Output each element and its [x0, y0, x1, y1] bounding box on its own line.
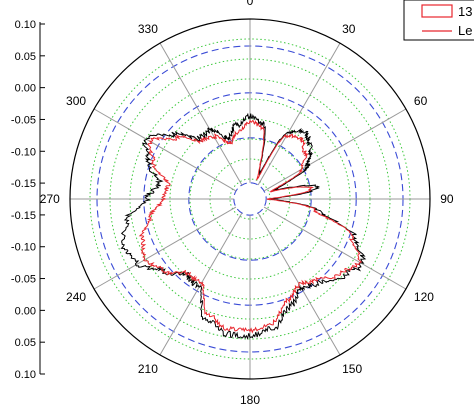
radial-scale-label: -0.15 [11, 210, 36, 222]
radial-scale-label: 0.05 [15, 337, 36, 349]
legend: 13 Le [403, 0, 474, 41]
angle-label-60: 60 [414, 94, 428, 108]
legend-label-2: Le [458, 23, 472, 38]
series-line-2 [138, 119, 363, 334]
spoke-line [159, 42, 243, 186]
angle-label-150: 150 [342, 362, 362, 376]
radial-scale-label: 0.00 [15, 305, 36, 317]
spoke-line [257, 42, 341, 186]
angle-label-210: 210 [138, 362, 158, 376]
angle-label-90: 90 [440, 192, 454, 206]
radial-scale-label: 0.00 [15, 83, 36, 95]
legend-swatch-box [421, 4, 453, 18]
spoke-line [263, 108, 407, 192]
radial-scale-label: -0.15 [11, 178, 36, 190]
polar-plot-area [70, 19, 430, 379]
spoke-line [263, 206, 407, 290]
angle-label-330: 330 [138, 22, 158, 36]
radial-scale-label: 0.10 [15, 369, 36, 381]
series-line-1 [120, 112, 367, 340]
radial-scale-label: 0.10 [15, 19, 36, 31]
legend-box [403, 0, 474, 41]
angle-label-270: 270 [40, 192, 60, 206]
legend-label-1: 13 [458, 4, 472, 19]
angle-label-0: 0 [247, 0, 254, 8]
polar-spokes [70, 19, 430, 379]
polar-outer-frame [69, 18, 431, 380]
radial-scale-label: 0.05 [15, 51, 36, 63]
radial-scale-label: -0.10 [11, 242, 36, 254]
angular-tick-labels: 0 30 60 90 120 150 180 210 240 270 300 330 [40, 0, 454, 404]
radial-scale-axis: 0.10 0.05 0.00 -0.05 -0.10 -0.15 -0.15 -0.10 -0.… [11, 19, 45, 381]
angle-label-120: 120 [414, 290, 434, 304]
angle-label-30: 30 [342, 22, 356, 36]
angle-label-240: 240 [66, 290, 86, 304]
angle-label-300: 300 [66, 94, 86, 108]
spoke-line [93, 108, 237, 192]
radial-scale-label: -0.10 [11, 146, 36, 158]
data-series [120, 112, 367, 340]
radial-scale-label: -0.05 [11, 114, 36, 126]
angle-label-180: 180 [240, 393, 260, 404]
radial-scale-label: -0.05 [11, 274, 36, 286]
spoke-line [93, 206, 237, 290]
